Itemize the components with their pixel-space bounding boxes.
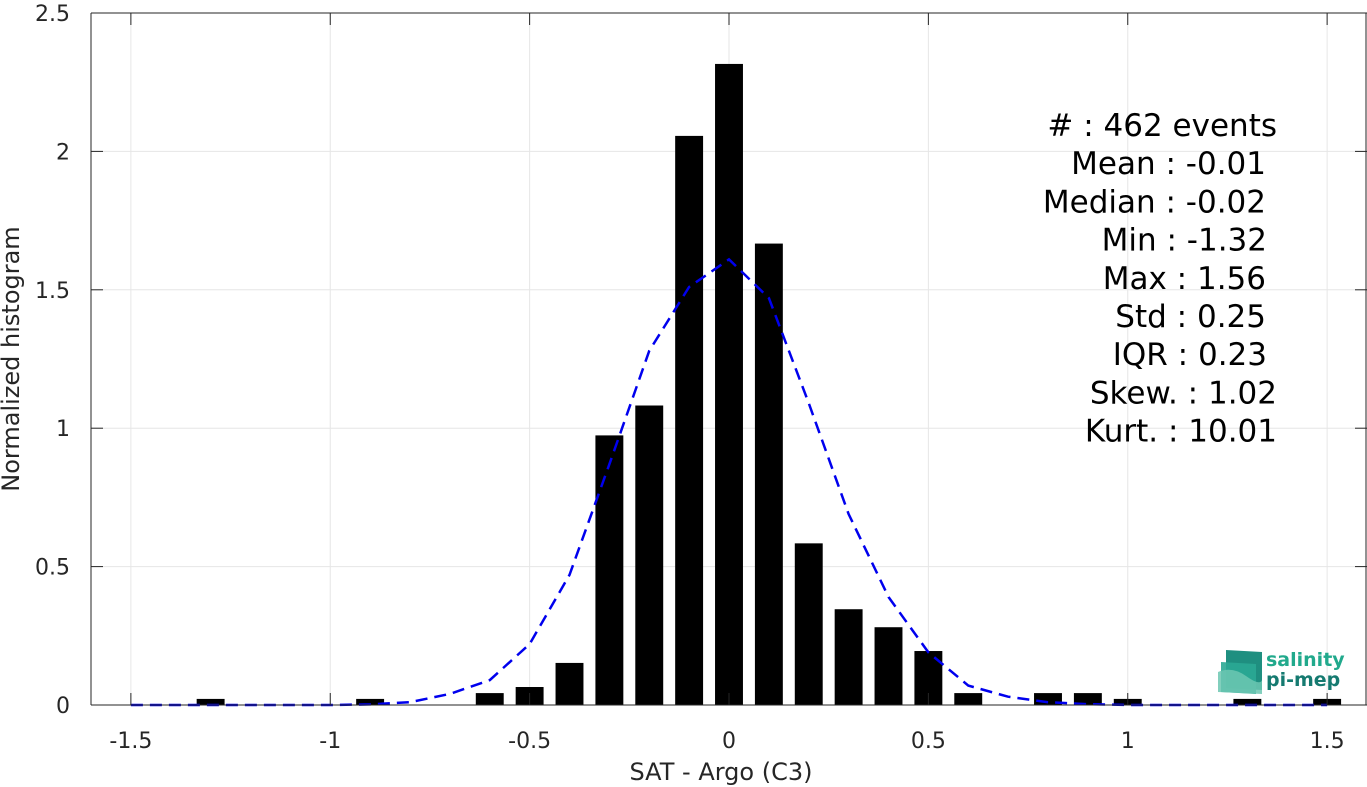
stat-label: IQR — [1113, 337, 1178, 373]
histogram-bar — [555, 662, 584, 705]
histogram-bar — [196, 698, 225, 705]
histogram-bar — [635, 405, 664, 705]
stat-value: : -1.32 — [1166, 223, 1267, 259]
stat-label: Kurt. — [1085, 414, 1168, 450]
histogram-bar — [954, 693, 983, 705]
histogram-bars — [196, 63, 1342, 706]
x-axis-label: SAT - Argo (C3) — [630, 758, 813, 786]
stat-line: Std : 0.25 — [1115, 299, 1266, 335]
logo-line-pi-mep: pi-mep — [1266, 669, 1340, 691]
stat-line: IQR : 0.23 — [1113, 337, 1267, 373]
histogram-bar — [675, 135, 704, 706]
stat-line: Kurt. : 10.01 — [1085, 414, 1277, 450]
stat-value: : 462 events — [1083, 108, 1277, 144]
axes — [90, 12, 1367, 706]
histogram-bar — [754, 243, 783, 705]
salinity-pi-mep-logo: salinity pi-mep — [1218, 649, 1345, 694]
y-tick-label: 0.5 — [35, 556, 70, 581]
histogram-bar — [874, 627, 903, 705]
stat-line: Mean : -0.01 — [1071, 146, 1266, 182]
stat-label: Skew. — [1090, 375, 1188, 411]
logo-mark-icon — [1218, 650, 1262, 694]
histogram-bar — [356, 698, 385, 705]
x-tick-label: -1.5 — [109, 729, 152, 754]
stat-label: # — [1047, 108, 1083, 144]
x-tick-label: -1 — [319, 729, 341, 754]
x-tick-label: 0 — [722, 729, 736, 754]
y-tick-label: 1.5 — [35, 279, 70, 304]
x-tick-label: -0.5 — [508, 729, 551, 754]
logo-line-salinity: salinity — [1266, 649, 1345, 671]
stat-value: : -0.01 — [1165, 146, 1266, 182]
y-tick-label: 2.5 — [35, 2, 70, 27]
x-tick-label: 0.5 — [911, 729, 946, 754]
y-tick-label: 2 — [56, 140, 70, 165]
histogram-bar — [475, 693, 504, 705]
x-tick-label: 1 — [1121, 729, 1135, 754]
stat-value: : 1.56 — [1177, 261, 1266, 297]
y-axis-label: Normalized histogram — [0, 226, 25, 491]
stat-line: Max : 1.56 — [1103, 261, 1266, 297]
histogram-bar — [595, 435, 624, 705]
stat-value: : -0.02 — [1165, 184, 1266, 220]
stat-value: : 0.23 — [1178, 337, 1267, 373]
tick-labels: -1.5 -1 -0.5 0 0.5 1 1.5 0 0.5 1 1.5 2 2.5 — [35, 2, 1345, 754]
histogram-bar — [794, 543, 823, 705]
stat-value: : 10.01 — [1168, 414, 1277, 450]
histogram-bar — [1073, 693, 1102, 705]
stat-label: Max — [1103, 261, 1177, 297]
y-tick-label: 0 — [56, 694, 70, 719]
stat-line: # : 462 events — [1047, 108, 1277, 144]
stat-line: Skew. : 1.02 — [1090, 375, 1277, 411]
stat-label: Min — [1102, 223, 1167, 259]
x-tick-label: 1.5 — [1310, 729, 1345, 754]
stat-label: Mean — [1071, 146, 1165, 182]
histogram-bar — [1034, 693, 1062, 705]
stat-line: Median : -0.02 — [1043, 184, 1266, 220]
stat-label: Median — [1043, 184, 1166, 220]
stat-value: : 1.02 — [1188, 375, 1277, 411]
stat-value: : 0.25 — [1177, 299, 1266, 335]
histogram-bar — [834, 609, 863, 705]
y-tick-label: 1 — [56, 417, 70, 442]
stat-line: Min : -1.32 — [1102, 223, 1267, 259]
histogram-bar — [1233, 698, 1262, 705]
stat-label: Std — [1115, 299, 1176, 335]
histogram-bar — [715, 63, 743, 705]
